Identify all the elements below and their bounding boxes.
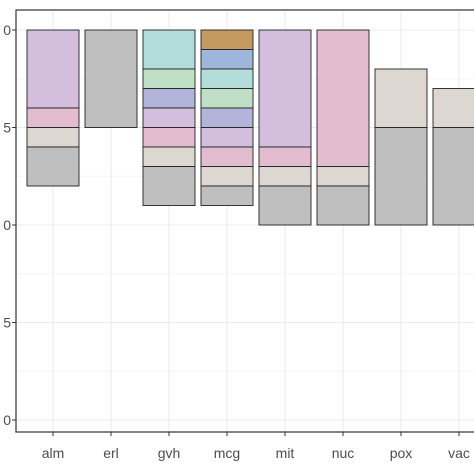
bar-segment bbox=[142, 68, 196, 89]
bar-segment bbox=[26, 107, 80, 128]
bar-stack-nuc bbox=[316, 29, 370, 226]
bar-segment bbox=[258, 166, 312, 187]
bar-segment bbox=[200, 146, 254, 167]
bar-segment bbox=[142, 107, 196, 128]
x-tick-label-mit: mit bbox=[276, 445, 295, 461]
bar-segment bbox=[142, 166, 196, 206]
bar-stack-erl bbox=[84, 29, 138, 128]
bar-segment bbox=[200, 29, 254, 50]
bar-segment bbox=[200, 166, 254, 187]
y-tick-label: 5 bbox=[3, 315, 11, 331]
bar-segment bbox=[258, 29, 312, 148]
bar-segment bbox=[26, 29, 80, 109]
bar-segment bbox=[142, 29, 196, 70]
bar-segment bbox=[200, 127, 254, 148]
bar-segment bbox=[316, 29, 370, 167]
bar-segment bbox=[200, 107, 254, 128]
bar-segment bbox=[26, 127, 80, 148]
bar-stack-mcg bbox=[200, 29, 254, 206]
x-tick-label-vac: vac bbox=[448, 445, 470, 461]
x-tick-label-gvh: gvh bbox=[158, 445, 181, 461]
x-tick-label-mcg: mcg bbox=[214, 445, 240, 461]
bar-segment bbox=[258, 185, 312, 226]
y-tick-label: 0 bbox=[3, 217, 11, 233]
bar-segment bbox=[200, 68, 254, 89]
x-tick-label-pox: pox bbox=[390, 445, 413, 461]
bar-stack-alm bbox=[26, 29, 80, 187]
y-tick-label: 0 bbox=[3, 22, 11, 38]
axes: 0 5 0 5 0 alm erl gvh mcg mit nuc pox vac bbox=[3, 22, 470, 461]
bar-segment bbox=[374, 127, 428, 226]
bar-stack-pox bbox=[374, 68, 428, 226]
panel-border bbox=[15, 9, 474, 433]
bar-segment bbox=[200, 88, 254, 109]
bar-segment bbox=[432, 127, 474, 226]
y-tick-label: 0 bbox=[3, 412, 11, 428]
bar-segment bbox=[200, 185, 254, 206]
bar-segment bbox=[432, 88, 474, 128]
bar-stack-gvh bbox=[142, 29, 196, 206]
x-tick-label-alm: alm bbox=[42, 445, 65, 461]
x-tick-label-nuc: nuc bbox=[332, 445, 355, 461]
bar-segment bbox=[258, 146, 312, 167]
bar-segment bbox=[316, 166, 370, 187]
bar-stacks bbox=[26, 29, 474, 226]
bar-segment bbox=[26, 146, 80, 187]
bar-segment bbox=[374, 68, 428, 128]
bar-stack-vac bbox=[432, 88, 474, 226]
bar-segment bbox=[200, 49, 254, 70]
bar-segment bbox=[142, 127, 196, 148]
bar-stack-mit bbox=[258, 29, 312, 226]
y-tick-label: 5 bbox=[3, 120, 11, 136]
bar-segment bbox=[142, 146, 196, 167]
bar-segment bbox=[316, 185, 370, 226]
x-tick-label-erl: erl bbox=[103, 445, 119, 461]
bar-segment bbox=[84, 29, 138, 128]
bar-segment bbox=[142, 88, 196, 109]
